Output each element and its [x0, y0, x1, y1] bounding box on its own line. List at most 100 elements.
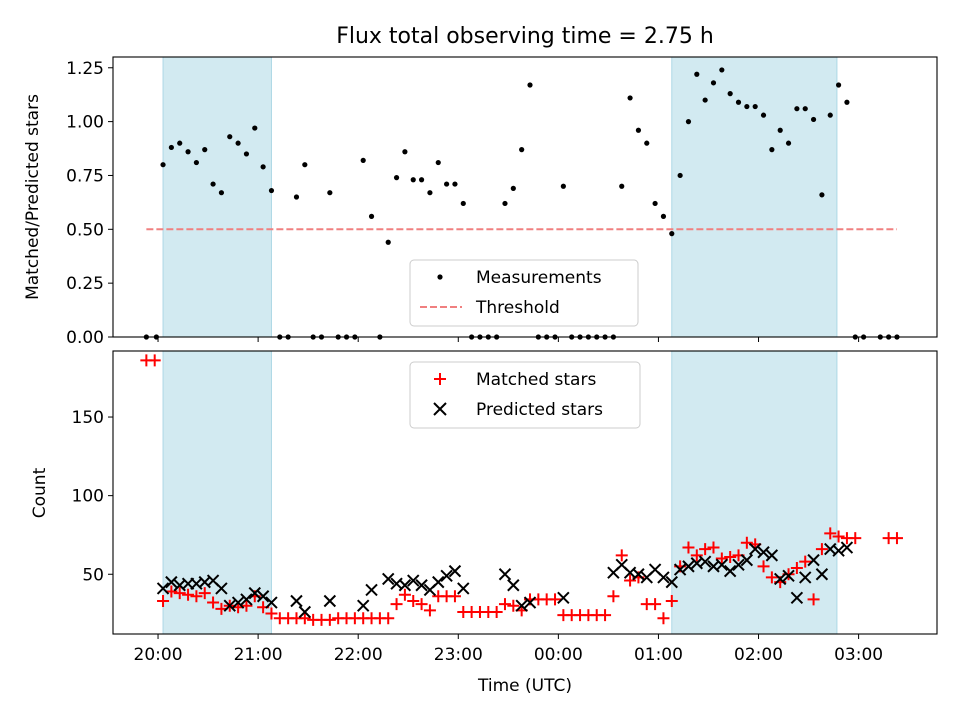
matched-star-point — [824, 527, 837, 540]
measurement-point — [252, 125, 258, 131]
matched-star-point — [699, 543, 712, 556]
predicted-star-point — [757, 546, 770, 559]
legend-measurements-marker — [437, 274, 443, 280]
matched-star-point — [799, 555, 812, 568]
matched-star-point — [390, 598, 403, 611]
measurement-point — [243, 151, 250, 157]
matched-star-point — [657, 612, 670, 625]
matched-star-point — [649, 598, 662, 611]
legend-predicted-label: Predicted stars — [476, 400, 603, 420]
matched-star-point — [498, 598, 511, 611]
measurement-point — [652, 200, 658, 207]
legend-measurements-label: Measurements — [476, 268, 602, 288]
bottom-legend: Matched stars Predicted stars — [409, 361, 641, 429]
predicted-star-point — [715, 558, 729, 572]
measurement-point — [510, 185, 516, 191]
predicted-star-point — [632, 568, 645, 581]
top-y-tick-label: 1.00 — [66, 113, 104, 133]
measurement-point — [202, 147, 208, 153]
x-tick-label: 03:00 — [834, 645, 883, 665]
matched-star-point — [715, 552, 728, 565]
matched-star-point — [740, 536, 753, 549]
top-y-tick-label: 1.25 — [66, 59, 104, 79]
predicted-star-point — [657, 571, 670, 584]
measurement-point — [368, 213, 375, 219]
measurement-point — [227, 134, 233, 140]
predicted-star-point — [740, 553, 754, 567]
predicted-star-point — [398, 579, 412, 592]
measurement-point — [760, 112, 767, 118]
predicted-star-point — [432, 575, 445, 589]
top-legend-box — [409, 259, 639, 327]
x-tick-label: 22:00 — [334, 645, 383, 665]
measurement-point — [402, 149, 408, 155]
measurement-point — [418, 177, 425, 183]
predicted-star-point — [507, 579, 520, 592]
top-x-ticks — [157, 337, 860, 342]
predicted-star-point — [223, 599, 236, 612]
top-y-tick-label: 0.25 — [66, 274, 104, 294]
measurement-point — [360, 157, 366, 163]
predicted-star-point — [215, 582, 228, 595]
measurement-point — [727, 91, 733, 97]
top-y-tick-label: 0.00 — [66, 328, 104, 348]
measurement-point — [444, 181, 450, 187]
matched-star-point — [265, 607, 278, 620]
measurement-point — [794, 106, 800, 112]
top-observing-span-1 — [162, 56, 272, 338]
matched-star-point — [198, 587, 211, 600]
matched-star-point — [323, 613, 336, 626]
measurement-point — [785, 140, 792, 146]
predicted-star-point — [448, 564, 462, 578]
measurement-point — [685, 119, 692, 125]
measurement-point — [410, 177, 416, 183]
x-tick-label: 20:00 — [134, 645, 183, 665]
x-tick-label: 00:00 — [534, 645, 583, 665]
predicted-star-point — [365, 583, 378, 597]
legend-matched-marker — [434, 373, 446, 385]
matched-star-point — [757, 560, 770, 573]
x-axis-label: Time (UTC) — [477, 676, 572, 696]
x-tick-label: 02:00 — [734, 645, 783, 665]
matched-star-point — [682, 541, 695, 554]
measurement-point — [268, 187, 275, 194]
measurement-point — [260, 164, 266, 170]
matched-star-point — [849, 532, 862, 545]
bottom-y-axis-label: Count — [30, 467, 50, 518]
measurement-point — [193, 159, 200, 166]
measurement-point — [627, 95, 633, 101]
measurement-point — [752, 103, 758, 110]
predicted-star-point — [840, 541, 854, 554]
x-tick-label: 21:00 — [234, 645, 283, 665]
measurement-point — [702, 97, 708, 103]
predicted-star-point — [231, 596, 245, 609]
matched-star-point — [690, 549, 703, 562]
predicted-star-point — [723, 564, 737, 578]
top-y-axis-label: Matched/Predicted stars — [23, 94, 43, 300]
predicted-star-point — [557, 591, 570, 605]
predicted-star-point — [415, 579, 428, 592]
x-tick-label: 23:00 — [434, 645, 483, 665]
measurement-point — [719, 67, 725, 73]
matched-star-point — [157, 594, 170, 607]
matched-star-point — [832, 530, 845, 543]
predicted-star-point — [799, 571, 812, 584]
matched-star-point — [815, 543, 828, 556]
bottom-observing-span-2 — [671, 350, 838, 635]
predicted-star-point — [265, 596, 278, 609]
matched-star-point — [407, 594, 420, 607]
matched-star-point — [398, 588, 411, 601]
measurement-point — [710, 80, 717, 86]
bottom-y-ticks: 50 100 150 — [72, 408, 113, 585]
matched-star-point — [724, 550, 737, 563]
measurement-point — [502, 200, 508, 207]
chart-title: Flux total observing time = 2.75 h — [336, 24, 714, 49]
measurement-point — [452, 181, 458, 187]
top-observing-span-2 — [671, 56, 838, 338]
matched-star-point — [507, 599, 520, 612]
measurement-point — [669, 231, 675, 237]
x-tick-label: 01:00 — [634, 645, 683, 665]
legend-threshold-label: Threshold — [475, 298, 560, 318]
predicted-star-point — [523, 596, 537, 609]
